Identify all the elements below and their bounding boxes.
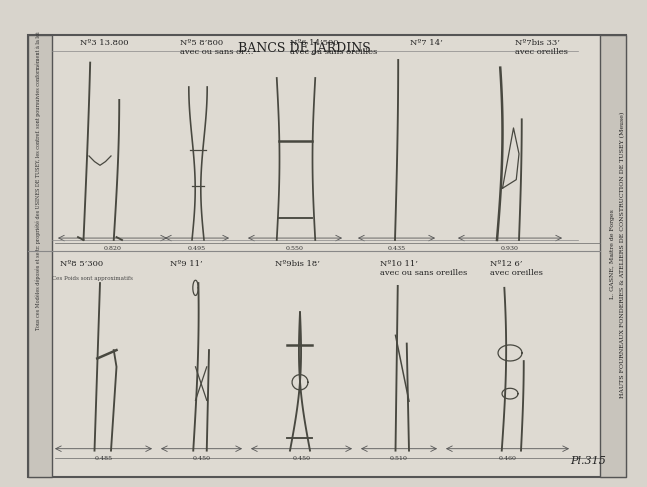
Bar: [28, 35, 52, 477]
Text: 0.450: 0.450: [192, 456, 210, 461]
Text: Nº6 14’500
avec ou sans oreilles: Nº6 14’500 avec ou sans oreilles: [290, 39, 377, 56]
Text: Nº12 6’
avec oreilles: Nº12 6’ avec oreilles: [490, 260, 543, 277]
Text: Nº5 8’800
avec ou sans or…: Nº5 8’800 avec ou sans or…: [180, 39, 254, 56]
Text: Nº3 13.800: Nº3 13.800: [80, 39, 129, 47]
Text: Ces Poids sont approximatifs: Ces Poids sont approximatifs: [52, 276, 133, 281]
Text: Nº10 11’
avec ou sans oreilles: Nº10 11’ avec ou sans oreilles: [380, 260, 467, 277]
Text: 0.495: 0.495: [188, 246, 206, 251]
Text: 0.485: 0.485: [94, 456, 113, 461]
Text: 0.435: 0.435: [388, 246, 406, 251]
Text: 0.930: 0.930: [501, 246, 519, 251]
Text: HAUTS FOURNEAUX FONDERIES & ATELIERS DE CONSTRUCTION DE TUSEY (Meuse): HAUTS FOURNEAUX FONDERIES & ATELIERS DE …: [620, 111, 626, 397]
Text: 0.510: 0.510: [390, 456, 408, 461]
Text: Pl.315: Pl.315: [570, 456, 606, 466]
Text: 0.450: 0.450: [292, 456, 311, 461]
Text: 0.460: 0.460: [498, 456, 516, 461]
Text: 0.550: 0.550: [286, 246, 304, 251]
Text: Nº7 14’: Nº7 14’: [410, 39, 443, 47]
Text: Tous ces Modèles déposés et se tr. propriété des USINES DE TUSEY, les contref. s: Tous ces Modèles déposés et se tr. propr…: [35, 31, 41, 330]
Text: Nº7bis 33’
avec oreilles: Nº7bis 33’ avec oreilles: [515, 39, 568, 56]
Text: L. GASNE, Maitre de Forges: L. GASNE, Maitre de Forges: [611, 209, 615, 300]
Text: Nº9bis 18’: Nº9bis 18’: [275, 260, 320, 268]
Text: Nº8 5’300: Nº8 5’300: [60, 260, 103, 268]
Bar: [600, 35, 626, 477]
Text: Nº9 11’: Nº9 11’: [170, 260, 203, 268]
Text: BANCS DE JARDINS: BANCS DE JARDINS: [237, 42, 371, 55]
Text: 0.820: 0.820: [104, 246, 122, 251]
